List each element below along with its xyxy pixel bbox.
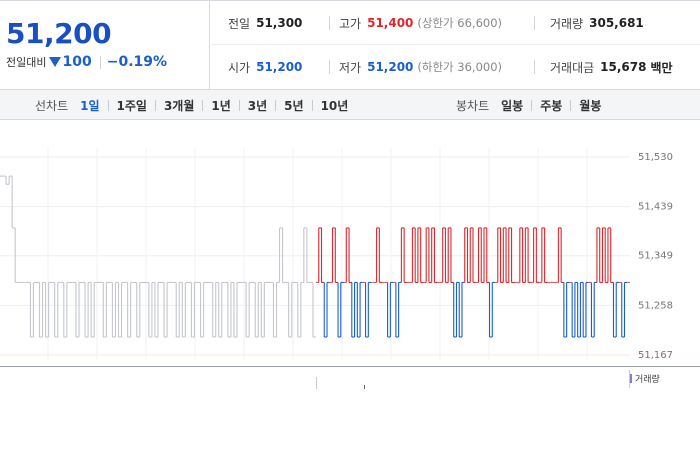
stat-amount: 거래대금 15,678 백만	[550, 45, 673, 89]
stat-open: 시가 51,200	[228, 45, 302, 89]
tab-divider	[311, 99, 313, 111]
quote-summary: 51,200 전일대비 100 −0.19% 전일 51,300 고가 51,4…	[0, 0, 700, 90]
legend-divider	[629, 370, 630, 388]
stats-row-2: 시가 51,200 저가 51,200 (하한가 36,000) 거래대금 15…	[211, 45, 700, 89]
tab-3m[interactable]: 3개월	[163, 98, 195, 113]
stats-row-1: 전일 51,300 고가 51,400 (상한가 66,600) 거래량 305…	[211, 1, 700, 45]
tab-divider	[238, 99, 240, 111]
tab-divider	[107, 99, 109, 111]
tab-weekly[interactable]: 주봉	[540, 98, 563, 113]
intraday-price-chart[interactable]: 51,530 51,439 51,349 51,258 51,167	[0, 120, 700, 366]
x-axis-strip	[0, 367, 700, 397]
tab-divider	[531, 99, 533, 111]
line-chart-title: 선차트	[35, 98, 69, 113]
tab-divider	[275, 99, 277, 111]
tab-3y[interactable]: 3년	[247, 98, 268, 113]
divider	[329, 16, 330, 30]
stat-label: 시가	[228, 60, 251, 75]
chart-baseline	[0, 366, 700, 367]
divider	[329, 60, 330, 74]
stat-label: 고가	[339, 16, 362, 31]
stat-unit: 백만	[650, 60, 673, 75]
y-tick-label: 51,439	[638, 202, 673, 213]
stat-label: 저가	[339, 60, 362, 75]
stat-label: 거래대금	[550, 60, 595, 75]
tab-10y[interactable]: 10년	[320, 98, 349, 113]
stat-sub: (하한가 36,000)	[417, 60, 503, 74]
y-axis-ticks: 51,530 51,439 51,349 51,258 51,167	[638, 152, 673, 361]
volume-legend: 거래량	[630, 372, 660, 385]
volume-legend-swatch	[630, 374, 632, 383]
chart-period-tabbar: 선차트 1일 1주일 3개월 1년 3년 5년 10년 봉차트 일봉 주봉 월봉	[0, 90, 700, 120]
stat-prev-close: 전일 51,300	[228, 1, 302, 45]
divider	[534, 16, 535, 30]
change-row: 전일대비 100 −0.19%	[6, 54, 167, 70]
chart-series	[0, 175, 630, 338]
stat-high: 고가 51,400 (상한가 66,600)	[339, 1, 502, 45]
tab-divider	[570, 99, 572, 111]
current-price: 51,200	[6, 17, 112, 50]
tab-1w[interactable]: 1주일	[116, 98, 147, 113]
price-box: 51,200 전일대비 100 −0.19%	[0, 1, 210, 90]
change-percent: −0.19%	[106, 54, 168, 70]
stat-value: 51,300	[256, 16, 303, 30]
y-tick-label: 51,349	[638, 251, 673, 262]
tab-daily[interactable]: 일봉	[501, 98, 524, 113]
stat-label: 거래량	[550, 16, 584, 31]
stat-value: 15,678	[600, 60, 647, 74]
stat-sub: (상한가 66,600)	[417, 16, 503, 30]
tab-1d[interactable]: 1일	[80, 98, 100, 113]
change-label: 전일대비	[6, 56, 47, 69]
divider	[534, 60, 535, 74]
stat-value: 51,400	[367, 16, 414, 30]
stat-value: 51,200	[367, 60, 414, 74]
y-tick-label: 51,530	[638, 152, 673, 163]
stat-low: 저가 51,200 (하한가 36,000)	[339, 45, 502, 89]
tab-5y[interactable]: 5년	[284, 98, 304, 113]
stats-grid: 전일 51,300 고가 51,400 (상한가 66,600) 거래량 305…	[211, 1, 700, 90]
volume-legend-label: 거래량	[635, 375, 660, 385]
x-tick	[316, 377, 317, 389]
tab-monthly[interactable]: 월봉	[579, 98, 602, 113]
stat-value: 51,200	[256, 60, 303, 74]
tab-divider	[154, 99, 156, 111]
line-chart-tabs: 선차트 1일 1주일 3개월 1년 3년 5년 10년	[35, 90, 348, 120]
down-triangle-icon	[49, 57, 62, 67]
tab-1y[interactable]: 1년	[211, 98, 231, 113]
stat-label: 전일	[228, 16, 251, 31]
change-value: 100	[62, 54, 92, 70]
x-tick	[364, 385, 365, 389]
stat-volume: 거래량 305,681	[550, 1, 644, 45]
tab-divider	[202, 99, 204, 111]
y-tick-label: 51,258	[638, 300, 673, 311]
y-tick-label: 51,167	[638, 350, 673, 361]
change-divider	[99, 55, 101, 69]
candle-chart-tabs: 봉차트 일봉 주봉 월봉	[456, 90, 601, 120]
candle-chart-title: 봉차트	[456, 98, 490, 113]
stat-value: 305,681	[589, 16, 644, 30]
chart-grid	[0, 148, 630, 360]
